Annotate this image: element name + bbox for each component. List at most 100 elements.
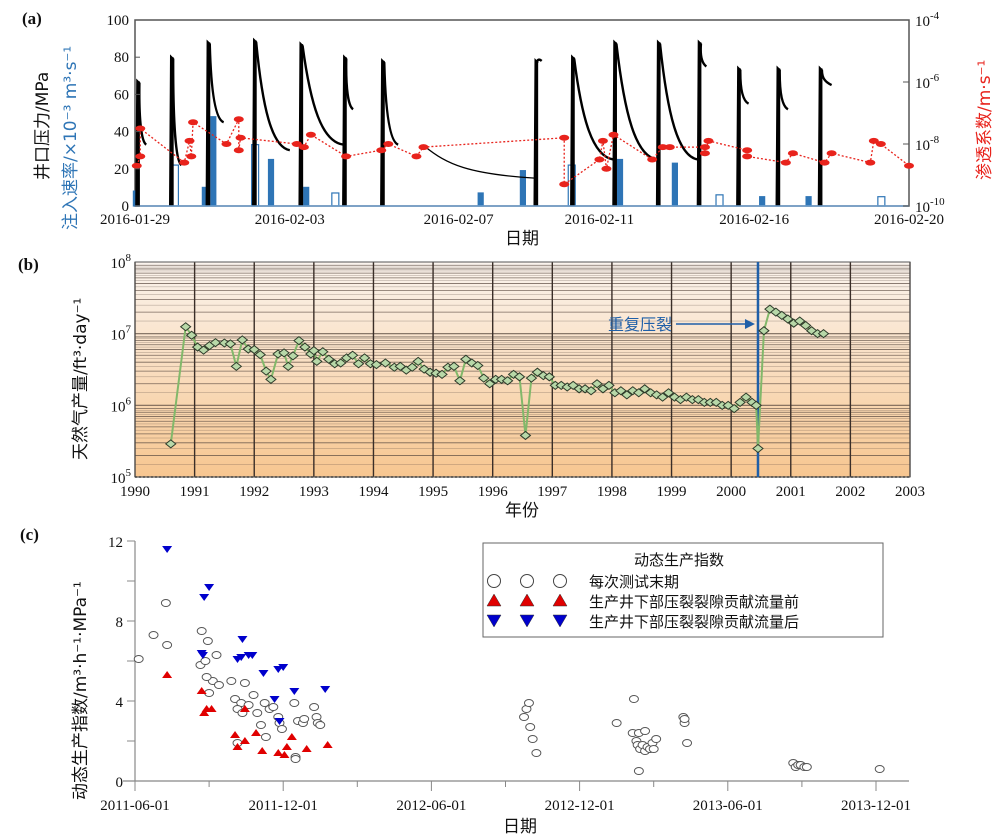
permeability-point xyxy=(233,147,244,154)
panel-a-ylabel-injection: 注入速率/×10⁻³ m³·s⁻¹ xyxy=(61,46,81,230)
production-point xyxy=(638,384,651,394)
production-point xyxy=(224,339,237,349)
production-point xyxy=(805,326,818,336)
test-end-point xyxy=(260,733,271,741)
production-point xyxy=(248,344,261,355)
production-point xyxy=(164,439,177,449)
production-point xyxy=(537,370,550,381)
production-point xyxy=(603,380,615,390)
test-end-point xyxy=(633,767,644,775)
production-point xyxy=(278,348,290,358)
production-point xyxy=(750,400,762,410)
permeability-point xyxy=(742,147,753,154)
panel-c-x-tick-label: 2013-12-01 xyxy=(841,798,911,814)
injection-bar xyxy=(267,158,275,207)
panel-b-y-tick-label: 107 xyxy=(111,324,132,344)
test-end-point xyxy=(148,631,159,639)
after-fracture-point xyxy=(269,696,280,703)
production-point xyxy=(179,322,192,332)
test-end-point xyxy=(162,641,173,649)
production-point xyxy=(436,369,448,380)
before-fracture-point xyxy=(239,737,250,744)
panel-b: (b) 105 106 107 108 1990 1991 1992 1993 1994 1995… xyxy=(18,252,925,521)
after-fracture-point xyxy=(289,688,300,695)
permeability-point xyxy=(780,159,791,166)
production-point xyxy=(260,366,272,376)
pressure-decline xyxy=(424,145,535,179)
panel-a-left-tick-label: 20 xyxy=(114,162,129,178)
production-point xyxy=(191,342,204,352)
permeability-point xyxy=(418,144,429,151)
before-fracture-point xyxy=(239,705,250,712)
before-fracture-point xyxy=(273,749,284,756)
panel-a-right-tick-label: 10-6 xyxy=(915,72,940,92)
panel-c-ylabel: 动态生产指数/m³·h⁻¹·MPa⁻¹ xyxy=(71,581,91,800)
panel-a-left-tick-label: 100 xyxy=(107,13,130,29)
test-end-point xyxy=(519,713,530,721)
test-end-point xyxy=(259,699,270,707)
panel-b-label: (b) xyxy=(18,255,39,274)
production-point xyxy=(185,330,198,340)
production-point xyxy=(254,349,266,360)
legend-entry-label: 生产井下部压裂裂隙贡献流量前 xyxy=(589,593,799,611)
production-point xyxy=(495,374,508,385)
before-fracture-point xyxy=(162,671,173,678)
after-fracture-point xyxy=(236,654,247,661)
panel-b-x-tick-label: 1995 xyxy=(418,484,448,500)
production-point xyxy=(692,395,705,405)
injection-bar xyxy=(671,162,678,207)
test-end-point xyxy=(523,699,534,707)
production-point xyxy=(799,320,812,331)
test-end-point xyxy=(299,715,310,723)
production-point xyxy=(632,388,645,398)
after-fracture-point xyxy=(258,670,269,677)
panel-a-x-tick-label: 2016-02-03 xyxy=(255,212,325,228)
production-point xyxy=(358,353,371,363)
injection-bar xyxy=(519,170,527,207)
production-point xyxy=(209,337,222,348)
permeability-point xyxy=(819,159,830,166)
permeability-point xyxy=(188,119,199,126)
permeability-point xyxy=(868,137,879,144)
before-fracture-point xyxy=(322,741,333,748)
panel-c-points xyxy=(133,546,885,775)
panel-a-x-tick-label: 2016-02-07 xyxy=(424,212,494,228)
after-fracture-point xyxy=(273,666,284,673)
production-point xyxy=(230,361,243,371)
panel-a: (a) 0 20 40 60 80 100 10-10 10-8 10-6 10-4 2016-01… xyxy=(22,9,995,249)
panel-b-axes: 105 106 107 108 1990 1991 1992 1993 1994 1995 1996… xyxy=(111,252,926,500)
permeability-line xyxy=(136,118,910,186)
test-end-point xyxy=(276,725,287,733)
test-end-point xyxy=(682,739,693,747)
permeability-point xyxy=(657,144,668,151)
production-point xyxy=(334,358,347,368)
after-fracture-point xyxy=(199,594,210,601)
permeability-point xyxy=(608,131,619,138)
panel-a-left-tick-label: 60 xyxy=(114,87,129,103)
panel-a-right-tick-label: 10-4 xyxy=(915,10,940,30)
production-point xyxy=(585,386,597,396)
legend-circle-icon xyxy=(553,574,567,588)
refrac-annotation-label: 重复压裂 xyxy=(608,315,672,334)
test-end-point xyxy=(160,599,171,607)
legend-triangle-up-icon xyxy=(519,593,535,607)
arrow-right-icon xyxy=(744,319,755,329)
panel-b-x-tick-label: 1990 xyxy=(120,484,150,500)
panel-b-frame xyxy=(134,261,911,478)
test-end-point xyxy=(248,691,259,699)
permeability-point xyxy=(597,137,608,144)
after-fracture-point xyxy=(204,584,215,591)
permeability-point xyxy=(221,141,232,147)
before-fracture-point xyxy=(281,743,292,750)
production-point xyxy=(346,350,359,360)
test-end-point xyxy=(211,651,222,659)
panel-a-x-tick-label: 2016-01-29 xyxy=(100,212,170,228)
after-fracture-point xyxy=(278,664,289,671)
injection-bar xyxy=(210,116,217,207)
permeability-point xyxy=(135,153,146,160)
permeability-point xyxy=(341,153,352,160)
production-point xyxy=(322,354,335,364)
panel-c: (c) 0 4 8 12 2011-06-01 2011-12-01 2012-06-01 2… xyxy=(20,525,911,837)
panel-b-grid xyxy=(134,261,911,478)
panel-b-x-tick-label: 2001 xyxy=(776,484,806,500)
